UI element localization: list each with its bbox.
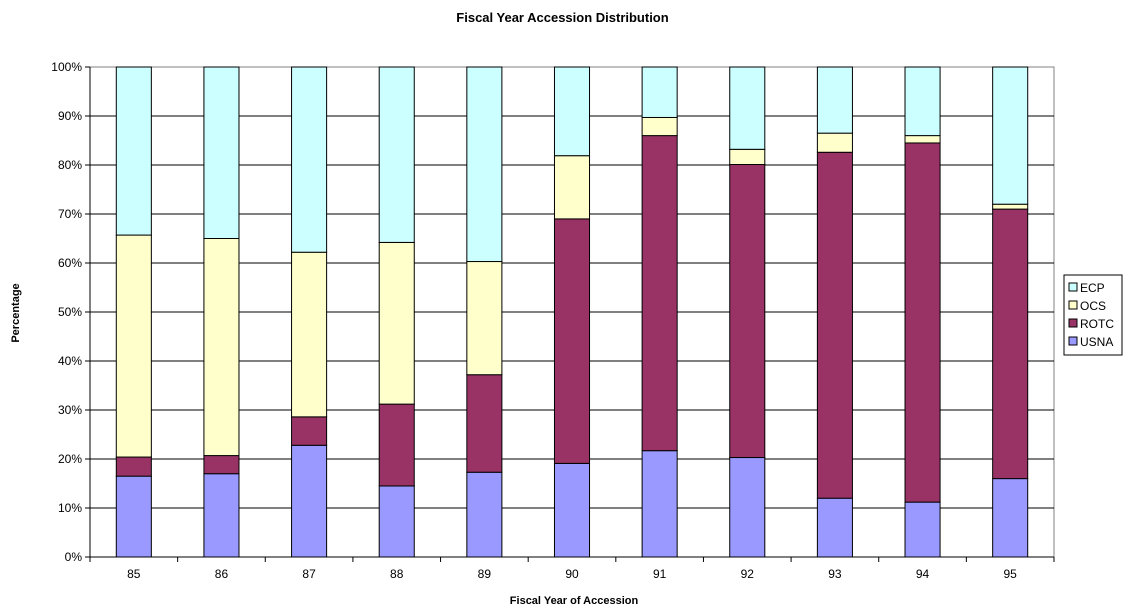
y-tick-label: 20% <box>58 452 82 466</box>
bar-ocs-91 <box>641 116 678 137</box>
legend-swatch-rotc <box>1068 318 1078 328</box>
bars <box>115 66 1029 558</box>
legend-swatch-ocs <box>1068 300 1078 310</box>
y-tick-label: 70% <box>58 207 82 221</box>
bar-ecp-85 <box>115 66 152 236</box>
y-tick-label: 80% <box>58 158 82 172</box>
bar-rotc-88 <box>378 403 415 487</box>
bar-ecp-91 <box>641 66 678 118</box>
y-tick-labels: 0% 10% 20% 30% 40% 50% 60% 70% 80% 90% 100% <box>51 60 82 564</box>
x-tick-label: 91 <box>653 567 667 581</box>
x-tick-label: 95 <box>1004 567 1018 581</box>
bar-ocs-94 <box>904 135 941 144</box>
bar-ocs-86 <box>203 238 240 457</box>
bar-usna-91 <box>641 450 678 558</box>
bar-usna-88 <box>378 485 415 558</box>
bar-ecp-90 <box>553 66 591 157</box>
bar-usna-95 <box>992 478 1029 558</box>
x-axis-title: Fiscal Year of Accession <box>510 595 639 607</box>
x-tick-label: 93 <box>828 567 842 581</box>
bar-ecp-92 <box>729 66 766 150</box>
legend-swatch-usna <box>1068 336 1078 346</box>
bar-ocs-88 <box>378 241 415 405</box>
legend-label-ocs: OCS <box>1080 299 1106 313</box>
bar-ecp-86 <box>203 66 240 239</box>
bar-ecp-95 <box>992 66 1029 205</box>
bar-rotc-90 <box>553 218 591 464</box>
bar-usna-86 <box>203 473 240 558</box>
axes <box>85 66 1055 562</box>
y-tick-label: 60% <box>58 256 82 270</box>
bar-usna-90 <box>553 462 591 558</box>
y-tick-label: 10% <box>58 501 82 515</box>
legend-label-rotc: ROTC <box>1080 317 1114 331</box>
bar-rotc-91 <box>641 135 678 452</box>
y-tick-label: 90% <box>58 109 82 123</box>
bar-usna-94 <box>904 501 941 558</box>
bar-ecp-88 <box>378 66 415 243</box>
x-tick-label: 86 <box>215 567 229 581</box>
bar-rotc-89 <box>466 374 503 473</box>
legend-label-usna: USNA <box>1080 335 1113 349</box>
bar-ocs-89 <box>466 261 503 376</box>
bar-ocs-95 <box>992 203 1029 210</box>
bar-rotc-87 <box>291 416 328 446</box>
bar-ecp-94 <box>904 66 941 137</box>
x-tick-label: 92 <box>741 567 755 581</box>
bar-ecp-89 <box>466 66 503 263</box>
bar-ecp-87 <box>291 66 328 253</box>
y-tick-label: 50% <box>58 305 82 319</box>
legend-swatch-ecp <box>1068 282 1078 292</box>
bar-usna-85 <box>115 475 152 558</box>
bar-rotc-95 <box>992 208 1029 480</box>
y-axis-title: Percentage <box>10 283 22 342</box>
x-tick-label: 89 <box>478 567 492 581</box>
bar-ocs-90 <box>553 155 591 220</box>
bar-rotc-93 <box>816 151 853 499</box>
bar-ocs-93 <box>816 132 853 153</box>
bar-usna-87 <box>291 444 328 558</box>
bar-rotc-86 <box>203 455 240 475</box>
bar-rotc-94 <box>904 142 941 503</box>
bar-rotc-92 <box>729 164 766 459</box>
x-tick-label: 85 <box>127 567 141 581</box>
x-tick-label: 94 <box>916 567 930 581</box>
bar-ocs-87 <box>291 251 328 418</box>
x-tick-label: 87 <box>302 567 316 581</box>
y-tick-label: 100% <box>51 60 82 74</box>
y-tick-label: 30% <box>58 403 82 417</box>
y-tick-label: 40% <box>58 354 82 368</box>
bar-ecp-93 <box>816 66 853 134</box>
legend-label-ecp: ECP <box>1080 281 1105 295</box>
x-tick-labels: 85 86 87 88 89 90 91 92 93 94 95 <box>127 567 1017 581</box>
bar-usna-92 <box>729 457 766 558</box>
bar-rotc-85 <box>115 456 152 477</box>
bar-usna-93 <box>816 497 853 558</box>
y-tick-label: 0% <box>65 550 83 564</box>
bar-ocs-85 <box>115 234 152 458</box>
legend: ECP OCS ROTC USNA <box>1063 274 1123 356</box>
bar-usna-89 <box>466 471 503 558</box>
x-tick-label: 90 <box>565 567 579 581</box>
chart-title: Fiscal Year Accession Distribution <box>456 10 669 25</box>
x-tick-label: 88 <box>390 567 404 581</box>
bar-ocs-92 <box>729 148 766 166</box>
